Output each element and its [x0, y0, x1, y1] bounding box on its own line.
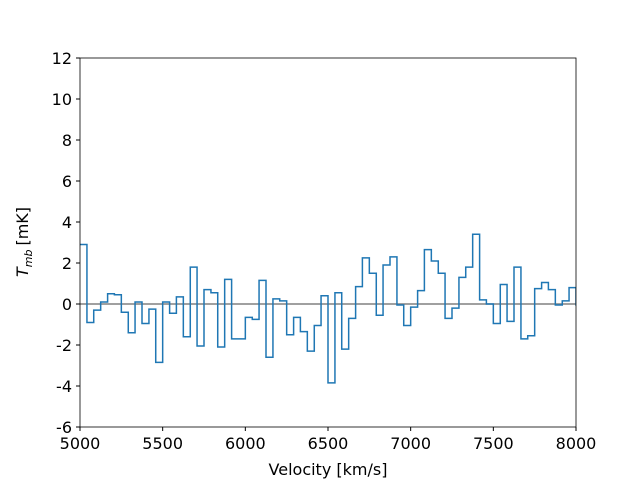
x-axis-label: Velocity [km/s]: [269, 460, 388, 479]
y-label-unit: [mK]: [13, 207, 32, 246]
y-tick-label: -4: [56, 377, 72, 396]
y-label-main: T: [13, 266, 32, 277]
x-tick-label: 7000: [390, 434, 431, 453]
x-tick-label: 6000: [225, 434, 266, 453]
y-tick-label: 12: [52, 49, 72, 68]
x-tick-label: 5500: [142, 434, 183, 453]
y-tick-label: 8: [62, 131, 72, 150]
spectrum-line: [80, 233, 576, 384]
y-label-sub: mb: [22, 250, 35, 268]
y-tick-label: 10: [52, 90, 72, 109]
x-tick-label: 5000: [60, 434, 101, 453]
x-tick-label: 8000: [556, 434, 597, 453]
y-tick-label: 6: [62, 172, 72, 191]
x-tick-label: 6500: [308, 434, 349, 453]
y-tick-label: -6: [56, 418, 72, 437]
y-tick-label: -2: [56, 336, 72, 355]
y-tick-label: 4: [62, 213, 72, 232]
y-tick-label: 0: [62, 295, 72, 314]
y-axis-label: Tmb [mK]: [13, 207, 35, 277]
x-tick-label: 7500: [473, 434, 514, 453]
plot-area: [80, 233, 576, 384]
y-tick-label: 2: [62, 254, 72, 273]
